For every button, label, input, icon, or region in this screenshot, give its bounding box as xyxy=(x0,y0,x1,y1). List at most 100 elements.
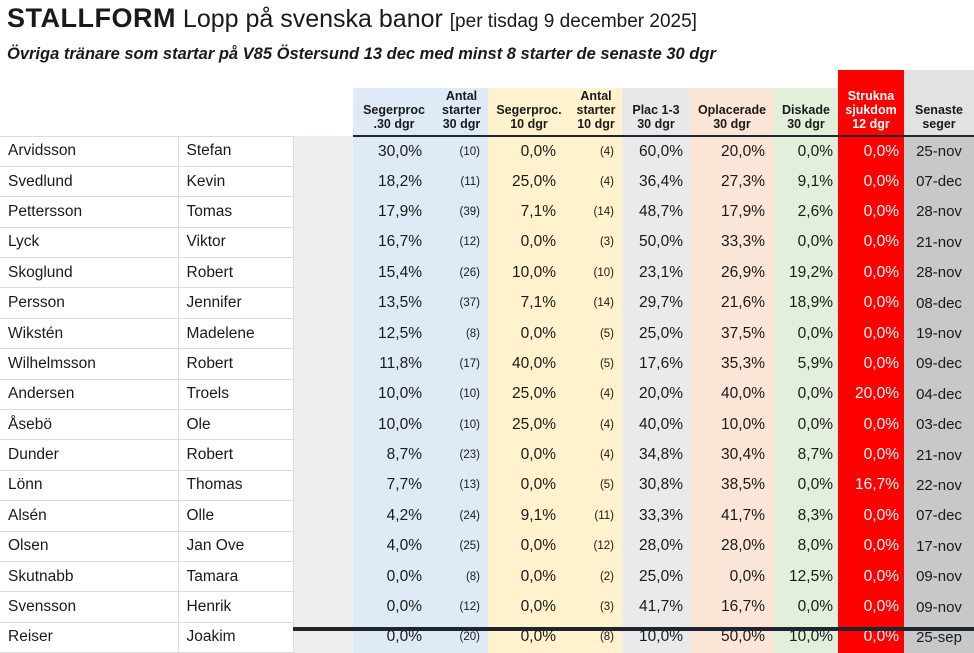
cell-senaste-seger: 21-nov xyxy=(904,227,974,258)
table-row: Wikstén Madelene 12,5% (8) 0,0% (5) 25,0% 37,5%… xyxy=(0,318,974,350)
cell-segerproc-10: 0,0% xyxy=(488,136,570,167)
cell-plac-1-3: 60,0% xyxy=(622,136,690,167)
cell-strukna: 0,0% xyxy=(838,227,904,258)
cell-segerproc-30: 4,2% xyxy=(353,500,435,532)
cell-plac-1-3: 23,1% xyxy=(622,257,690,288)
cell-first-name: Tomas xyxy=(178,196,294,228)
cell-segerproc-30: 10,0% xyxy=(353,379,435,410)
cell-segerproc-10: 0,0% xyxy=(488,531,570,562)
cell-strukna: 0,0% xyxy=(838,287,904,319)
col-header-plac-1-3: Plac 1-3 30 dgr xyxy=(622,70,690,137)
cell-antal-starter-30: (10) xyxy=(435,409,488,440)
cell-plac-1-3: 48,7% xyxy=(622,196,690,228)
cell-strukna: 0,0% xyxy=(838,500,904,532)
cell-oplacerade: 27,3% xyxy=(690,166,774,197)
cell-segerproc-30: 8,7% xyxy=(353,439,435,471)
cell-diskade: 0,0% xyxy=(774,227,838,258)
cell-spacer xyxy=(293,409,353,440)
cell-last-name: Andersen xyxy=(0,379,179,411)
cell-antal-starter-10: (4) xyxy=(570,166,622,197)
cell-senaste-seger: 21-nov xyxy=(904,439,974,471)
cell-oplacerade: 20,0% xyxy=(690,136,774,167)
cell-antal-starter-30: (26) xyxy=(435,257,488,288)
cell-senaste-seger: 09-dec xyxy=(904,348,974,380)
cell-first-name: Robert xyxy=(178,348,294,380)
cell-spacer xyxy=(293,500,353,532)
cell-first-name: Jan Ove xyxy=(178,531,294,562)
cell-plac-1-3: 50,0% xyxy=(622,227,690,258)
stallform-sheet: STALLFORM Lopp på svenska banor [per tis… xyxy=(0,3,974,653)
cell-first-name: Robert xyxy=(178,257,294,289)
cell-diskade: 8,3% xyxy=(774,500,838,532)
cell-senaste-seger: 22-nov xyxy=(904,470,974,501)
cell-antal-starter-30: (12) xyxy=(435,227,488,258)
cell-antal-starter-30: (17) xyxy=(435,348,488,380)
cell-antal-starter-10: (5) xyxy=(570,318,622,349)
table-row: Lönn Thomas 7,7% (13) 0,0% (5) 30,8% 38,5% 0,0% 1… xyxy=(0,470,974,502)
table-row: Olsen Jan Ove 4,0% (25) 0,0% (12) 28,0% 28,0% 8,… xyxy=(0,531,974,562)
cell-strukna: 0,0% xyxy=(838,348,904,380)
cell-segerproc-10: 25,0% xyxy=(488,409,570,440)
cell-spacer xyxy=(293,287,353,319)
cell-strukna: 0,0% xyxy=(838,409,904,440)
cell-antal-starter-30: (25) xyxy=(435,531,488,562)
cell-last-name: Olsen xyxy=(0,531,179,562)
cell-segerproc-10: 25,0% xyxy=(488,166,570,197)
cell-first-name: Henrik xyxy=(178,591,294,623)
cell-oplacerade: 21,6% xyxy=(690,287,774,319)
cell-plac-1-3: 25,0% xyxy=(622,561,690,592)
cell-segerproc-10: 10,0% xyxy=(488,257,570,288)
cell-segerproc-30: 11,8% xyxy=(353,348,435,380)
cell-strukna: 0,0% xyxy=(838,257,904,288)
cell-oplacerade: 40,0% xyxy=(690,379,774,410)
cell-strukna: 0,0% xyxy=(838,166,904,197)
cell-diskade: 5,9% xyxy=(774,348,838,380)
table-row: Arvidsson Stefan 30,0% (10) 0,0% (4) 60,0% 20,0… xyxy=(0,136,974,167)
cell-segerproc-10: 7,1% xyxy=(488,196,570,228)
cell-spacer xyxy=(293,531,353,562)
cell-segerproc-10: 0,0% xyxy=(488,318,570,349)
cell-antal-starter-30: (8) xyxy=(435,318,488,349)
cell-first-name: Stefan xyxy=(178,136,294,167)
cell-strukna: 0,0% xyxy=(838,561,904,592)
cell-segerproc-30: 30,0% xyxy=(353,136,435,167)
cell-antal-starter-10: (11) xyxy=(570,500,622,532)
cell-diskade: 2,6% xyxy=(774,196,838,228)
col-header-segerproc-10: Segerproc. 10 dgr xyxy=(488,70,570,137)
cell-senaste-seger: 03-dec xyxy=(904,409,974,440)
cell-strukna: 0,0% xyxy=(838,318,904,349)
cell-spacer xyxy=(293,561,353,592)
table-row: Lyck Viktor 16,7% (12) 0,0% (3) 50,0% 33,3% 0,0%… xyxy=(0,227,974,259)
cell-last-name: Skutnabb xyxy=(0,561,179,593)
cell-oplacerade: 41,7% xyxy=(690,500,774,532)
cell-diskade: 12,5% xyxy=(774,561,838,592)
cell-senaste-seger: 07-dec xyxy=(904,166,974,197)
cell-spacer xyxy=(293,591,353,623)
cell-antal-starter-30: (13) xyxy=(435,470,488,501)
cell-spacer xyxy=(293,136,353,167)
table-row: Åsebö Ole 10,0% (10) 25,0% (4) 40,0% 10,0% 0,0% 0… xyxy=(0,409,974,441)
cell-oplacerade: 33,3% xyxy=(690,227,774,258)
cell-last-name: Alsén xyxy=(0,500,179,532)
cell-oplacerade: 17,9% xyxy=(690,196,774,228)
cell-senaste-seger: 09-nov xyxy=(904,561,974,592)
cell-antal-starter-10: (2) xyxy=(570,561,622,592)
cell-first-name: Madelene xyxy=(178,318,294,350)
cell-diskade: 0,0% xyxy=(774,136,838,167)
cell-antal-starter-30: (12) xyxy=(435,591,488,623)
cell-spacer xyxy=(293,166,353,197)
cell-spacer xyxy=(293,227,353,258)
cell-diskade: 9,1% xyxy=(774,166,838,197)
cell-diskade: 0,0% xyxy=(774,318,838,349)
cell-antal-starter-10: (4) xyxy=(570,379,622,410)
cell-antal-starter-30: (24) xyxy=(435,500,488,532)
cell-first-name: Thomas xyxy=(178,470,294,502)
cell-diskade: 0,0% xyxy=(774,409,838,440)
cell-segerproc-30: 18,2% xyxy=(353,166,435,197)
col-header-strukna-sjukdom: Strukna sjukdom 12 dgr xyxy=(838,70,904,137)
cell-oplacerade: 26,9% xyxy=(690,257,774,288)
cell-segerproc-30: 10,0% xyxy=(353,409,435,440)
cell-plac-1-3: 17,6% xyxy=(622,348,690,380)
cell-last-name: Wilhelmsson xyxy=(0,348,179,380)
cell-diskade: 8,7% xyxy=(774,439,838,471)
